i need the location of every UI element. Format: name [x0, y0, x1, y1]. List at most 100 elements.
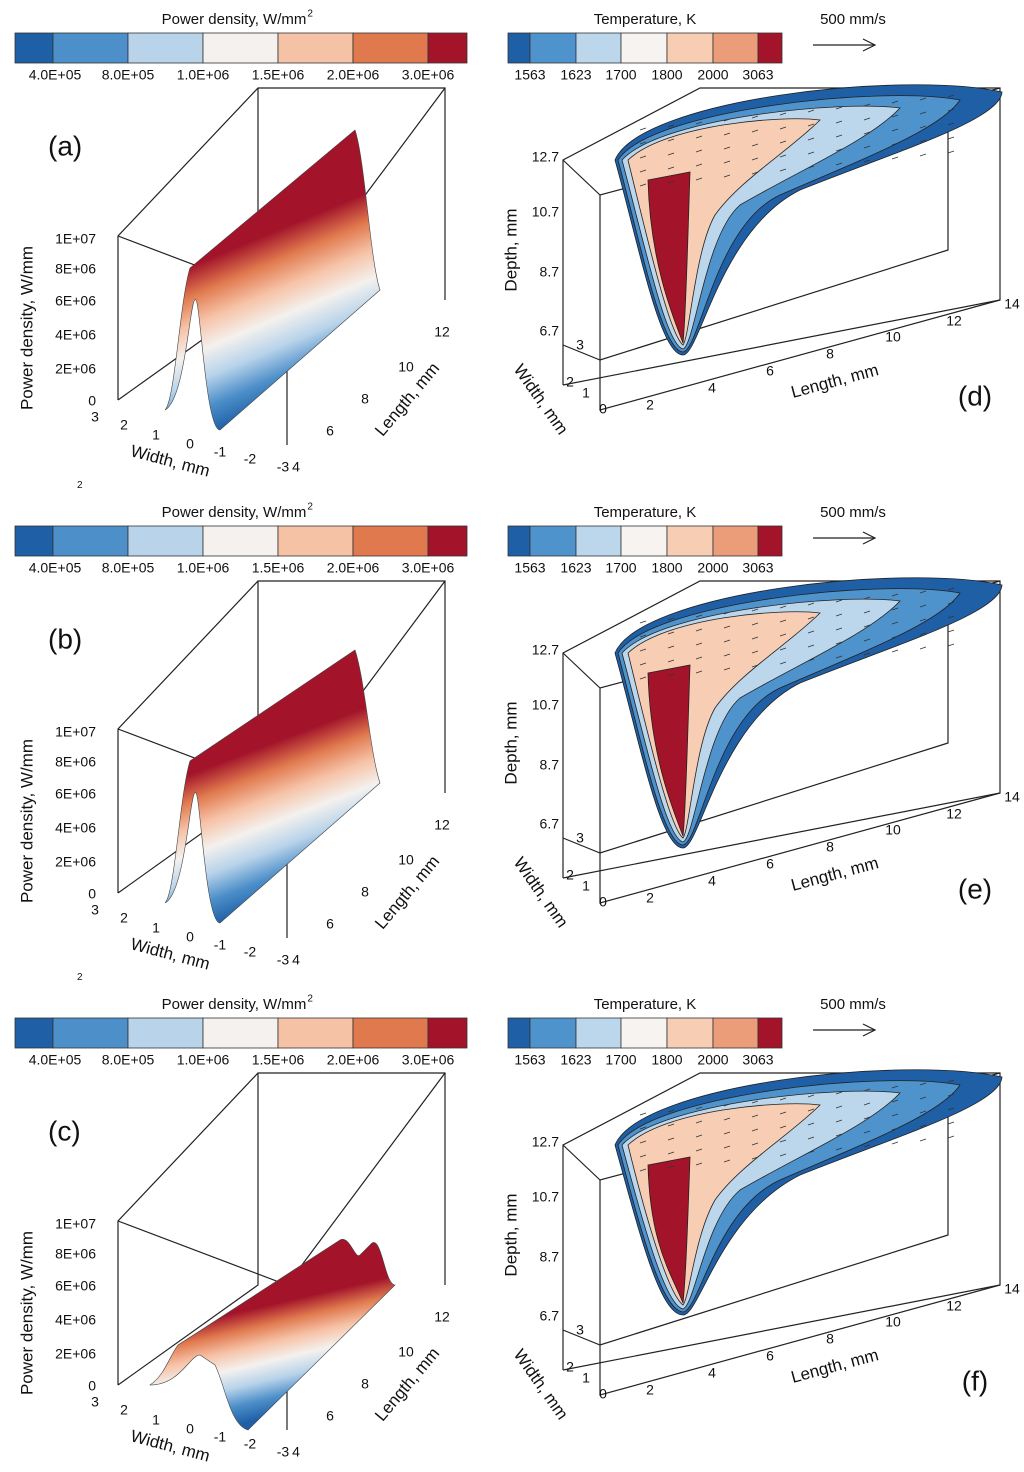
colorbar-label: 1.0E+06 [177, 67, 230, 83]
colorbar-cell [757, 1017, 783, 1049]
velocity-vector [891, 649, 899, 653]
velocity-vector [919, 1082, 927, 1086]
velocity-vector [891, 1099, 899, 1103]
z-tick-label: 2E+06 [55, 854, 96, 870]
velocity-vector [891, 114, 899, 118]
length-tick-label: 12 [434, 324, 450, 340]
width-tick-label: -1 [214, 1429, 227, 1445]
z-tick-label: 6E+06 [55, 786, 96, 802]
pool-contour [647, 664, 691, 837]
velocity-vector [807, 165, 815, 169]
velocity-vector [919, 618, 927, 622]
colorbar-label: 3.0E+06 [402, 67, 455, 83]
depth-tick-label: 6.7 [540, 1308, 560, 1324]
width-tick-label: 2 [120, 1402, 128, 1418]
colorbar-label: 1800 [651, 1052, 682, 1068]
z-tick-label: 0 [88, 886, 96, 902]
velocity-vector [891, 1085, 899, 1089]
velocity-vector [919, 604, 927, 608]
velocity-vector [751, 1100, 759, 1104]
velocity-vector [947, 601, 955, 605]
velocity-vector [751, 636, 759, 640]
colorbar-cell [202, 525, 279, 557]
depth-tick-label: 10.7 [532, 204, 559, 220]
box-edge [599, 1180, 1001, 1396]
velocity-vector [807, 1108, 815, 1112]
z-tick-label: 2E+06 [55, 1346, 96, 1362]
z-tick-label: 0 [88, 393, 96, 409]
velocity-arrow-head [862, 38, 877, 52]
velocity-vector [947, 587, 955, 591]
colorbar-label: 1.0E+06 [177, 560, 230, 576]
depth-axis-label: Depth, mm [501, 701, 520, 784]
velocity-vector [639, 620, 647, 624]
z-tick-label: 1E+07 [55, 1216, 96, 1232]
colorbar-label: 4.0E+05 [29, 1052, 82, 1068]
velocity-arrow-head [862, 531, 877, 545]
velocity-vector [723, 118, 731, 122]
length-tick-label: 8 [826, 346, 834, 362]
velocity-vector [891, 1127, 899, 1131]
velocity-vector [667, 1109, 675, 1113]
velocity-vector [723, 611, 731, 615]
velocity-vector [891, 621, 899, 625]
velocity-vector [779, 126, 787, 130]
width-tick-label: -1 [214, 444, 227, 460]
velocity-vector [807, 630, 815, 634]
velocity-vector [807, 1122, 815, 1126]
velocity-vector [639, 169, 647, 173]
pool-contour [647, 1156, 691, 1304]
colorbar-title-sup: 2 [307, 9, 313, 20]
velocity-vector [667, 673, 675, 677]
velocity-vector [667, 138, 675, 142]
width-tick-label: 0 [186, 436, 194, 452]
surface [149, 1239, 396, 1431]
width-tick-label: 2 [120, 910, 128, 926]
velocity-vector [807, 658, 815, 662]
velocity-vector [835, 1147, 843, 1151]
panel: Power density, W/mm 24.0E+05 8.0E+05 1.0E+0… [14, 972, 468, 1466]
velocity-vector [639, 676, 647, 680]
panel-label: (a) [48, 130, 82, 161]
velocity-vector [807, 616, 815, 620]
z-tick-label: 8E+06 [55, 754, 96, 770]
velocity-vector [723, 160, 731, 164]
box-edge [117, 1073, 259, 1386]
width-tick-label: 3 [91, 409, 99, 425]
colorbar-label: 1623 [560, 67, 591, 83]
colorbar-label: 3063 [742, 1052, 773, 1068]
panel-label: (f) [962, 1365, 988, 1396]
colorbar-label: 3.0E+06 [402, 560, 455, 576]
velocity-vector [835, 655, 843, 659]
velocity-vector [919, 125, 927, 129]
velocity-vector [835, 613, 843, 617]
width-tick-label: 3 [91, 1394, 99, 1410]
width-tick-label: -2 [244, 1436, 257, 1452]
velocity-vector [919, 111, 927, 115]
velocity-vector [807, 1150, 815, 1154]
velocity-vector [751, 115, 759, 119]
velocity-vector [751, 1114, 759, 1118]
velocity-vector [807, 1136, 815, 1140]
velocity-vector [863, 596, 871, 600]
velocity-vector [863, 1130, 871, 1134]
colorbar-cell [277, 1017, 354, 1049]
colorbar-title-sup: 2 [307, 502, 313, 513]
velocity-vector [863, 1144, 871, 1148]
velocity-vector [779, 1139, 787, 1143]
velocity-vector [639, 183, 647, 187]
colorbar-cell [529, 525, 577, 557]
colorbar-cell [666, 32, 714, 64]
velocity-vector [639, 662, 647, 666]
z-tick-label: 1E+07 [55, 231, 96, 247]
velocity-vector [779, 1111, 787, 1115]
velocity-vector [779, 605, 787, 609]
velocity-vector [667, 152, 675, 156]
colorbar-label: 8.0E+05 [102, 560, 155, 576]
velocity-vector [863, 117, 871, 121]
colorbar-label: 2000 [697, 1052, 728, 1068]
colorbar-label: 1623 [560, 560, 591, 576]
colorbar-cell [202, 1017, 279, 1049]
colorbar-cell [507, 525, 531, 557]
